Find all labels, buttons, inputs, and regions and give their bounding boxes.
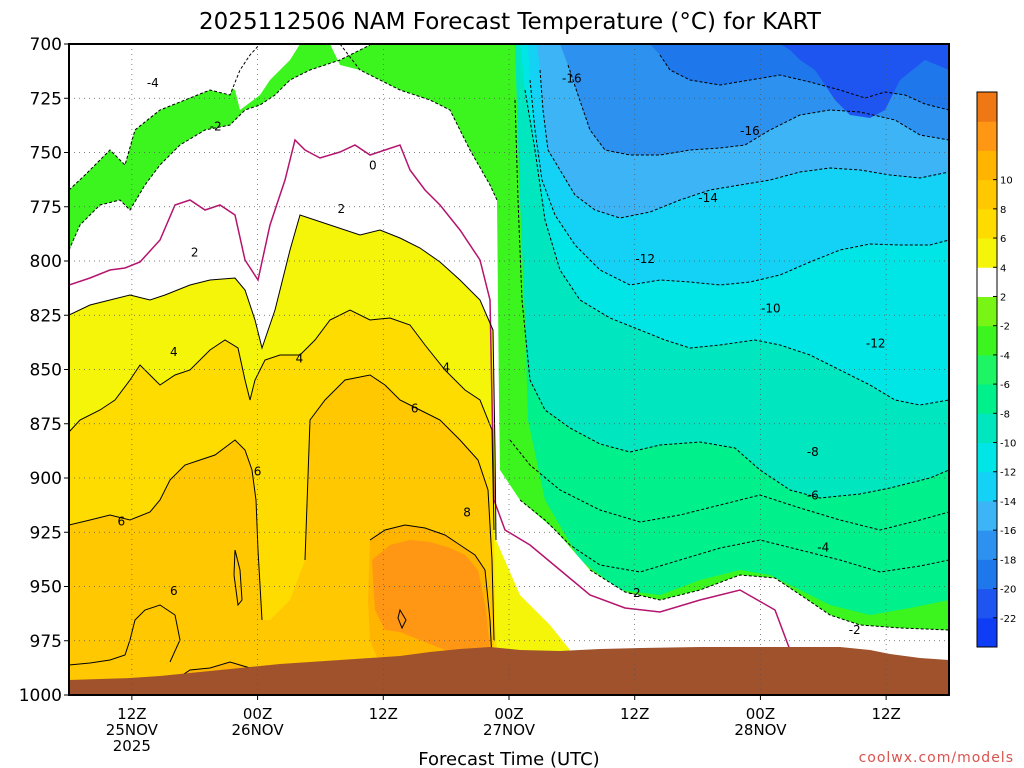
x-tick-date: 26NOV [232, 721, 285, 739]
colorbar-tick-label: -14 [1000, 497, 1016, 508]
contour-label: -4 [817, 540, 829, 554]
x-tick-date: 28NOV [734, 721, 787, 739]
colorbar-swatch [977, 238, 997, 268]
colorbar-tick-label: -6 [1000, 380, 1010, 391]
y-tick-label: 750 [30, 144, 62, 164]
credit-text: coolwx.com/models [859, 750, 1014, 766]
chart-title: 2025112506 NAM Forecast Temperature (°C)… [199, 9, 822, 35]
contour-label: -10 [761, 302, 781, 316]
y-tick-label: 850 [30, 361, 62, 381]
colorbar-swatch [977, 559, 997, 590]
y-tick-label: 800 [30, 252, 62, 272]
colorbar-swatch [977, 296, 997, 327]
contour-label: -14 [698, 191, 718, 205]
x-tick-label: 12Z [369, 705, 398, 723]
colorbar-tick-label: -10 [1000, 439, 1016, 450]
colorbar-tick-label: -22 [1000, 614, 1016, 625]
colorbar-swatch [977, 208, 997, 239]
colorbar-swatch [977, 179, 997, 210]
colorbar-swatch [977, 500, 997, 531]
colorbar-swatch [977, 530, 997, 560]
colorbar-tick-label: 4 [1000, 263, 1006, 274]
colorbar-swatch [977, 121, 997, 151]
y-tick-label: 875 [30, 415, 62, 435]
x-tick-date: 25NOV [106, 721, 159, 739]
y-tick-label: 825 [30, 306, 62, 326]
contour-labels: -4 -2 0 2 2 4 4 4 6 6 6 6 8 -16 -16 -14 -12 -10 -12 -8 -6 -4 -… [118, 72, 886, 637]
contour-label: -12 [866, 336, 886, 350]
x-tick-label: 12Z [117, 705, 146, 723]
x-tick-year: 2025 [113, 737, 151, 755]
contour-label: 2 [191, 245, 199, 259]
band-minus-22 [780, 44, 949, 118]
contour-label: -2 [849, 623, 861, 637]
colorbar-tick-label: -8 [1000, 409, 1010, 420]
y-tick-label: 925 [30, 523, 62, 543]
y-axis-ticks: 700 725 750 775 800 825 850 875 900 925 950 975 1000 [19, 35, 69, 706]
contour-label: -16 [562, 72, 582, 86]
colorbar-tick-label: -2 [1000, 322, 1010, 333]
colorbar-swatch [977, 325, 997, 356]
contour-label: 4 [442, 360, 450, 374]
colorbar-swatch [977, 471, 997, 502]
colorbar-tick-label: 2 [1000, 292, 1006, 303]
x-tick-label: 00Z [243, 705, 272, 723]
contour-label: 8 [463, 506, 471, 520]
y-tick-label: 975 [30, 632, 62, 652]
colorbar-tick-label: -4 [1000, 351, 1010, 362]
y-tick-label: 900 [30, 469, 62, 489]
contour-label: -16 [740, 124, 760, 138]
colorbar-swatch [977, 150, 997, 181]
colorbar-tick-label: -16 [1000, 526, 1016, 537]
x-tick-label: 00Z [494, 705, 523, 723]
contour-lines-warm [69, 214, 497, 681]
contour-label: 4 [170, 345, 178, 359]
contour-label: 6 [254, 464, 262, 478]
grid-lines [69, 44, 949, 695]
colorbar-swatch [977, 617, 997, 648]
colorbar-tick-label: 10 [1000, 176, 1013, 187]
contour-label: 6 [411, 402, 419, 416]
y-tick-label: 725 [30, 89, 62, 109]
colorbar-tick-label: 6 [1000, 234, 1006, 245]
colorbar-frame [976, 91, 998, 648]
contour-lines-cold [69, 44, 949, 631]
contour-label: 0 [369, 159, 377, 173]
colorbar-tick-label: -12 [1000, 468, 1016, 479]
colorbar-tick-label: -20 [1000, 585, 1016, 596]
colorbar-swatch [977, 267, 997, 297]
y-tick-label: 700 [30, 35, 62, 55]
contour-label: 6 [170, 584, 178, 598]
y-tick-label: 1000 [19, 686, 62, 706]
contour-label: -8 [807, 445, 819, 459]
y-tick-label: 775 [30, 198, 62, 218]
x-tick-label: 00Z [746, 705, 775, 723]
colorbar-swatch [977, 384, 997, 414]
x-axis-label: Forecast Time (UTC) [418, 749, 599, 768]
x-tick-date: 27NOV [483, 721, 536, 739]
contour-zero-line [69, 138, 791, 651]
colorbar-swatch [977, 588, 997, 619]
contour-label: -2 [629, 586, 641, 600]
contour-label: -2 [210, 119, 222, 133]
contour-label: 2 [338, 202, 346, 216]
x-tick-label: 12Z [871, 705, 900, 723]
contour-label: 6 [118, 514, 126, 528]
colorbar-swatch [977, 92, 997, 122]
colorbar-swatch [977, 354, 997, 385]
x-tick-label: 12Z [620, 705, 649, 723]
colorbar-tick-label: -18 [1000, 555, 1016, 566]
contour-label: 4 [296, 352, 304, 366]
colorbar-tick-label: 8 [1000, 205, 1006, 216]
y-tick-label: 950 [30, 578, 62, 598]
contour-label: -4 [147, 76, 159, 90]
colorbar-swatch [977, 413, 997, 444]
contour-label: -6 [807, 488, 819, 502]
terrain [69, 647, 949, 695]
colorbar-swatch [977, 442, 997, 473]
contour-label: -12 [635, 252, 655, 266]
